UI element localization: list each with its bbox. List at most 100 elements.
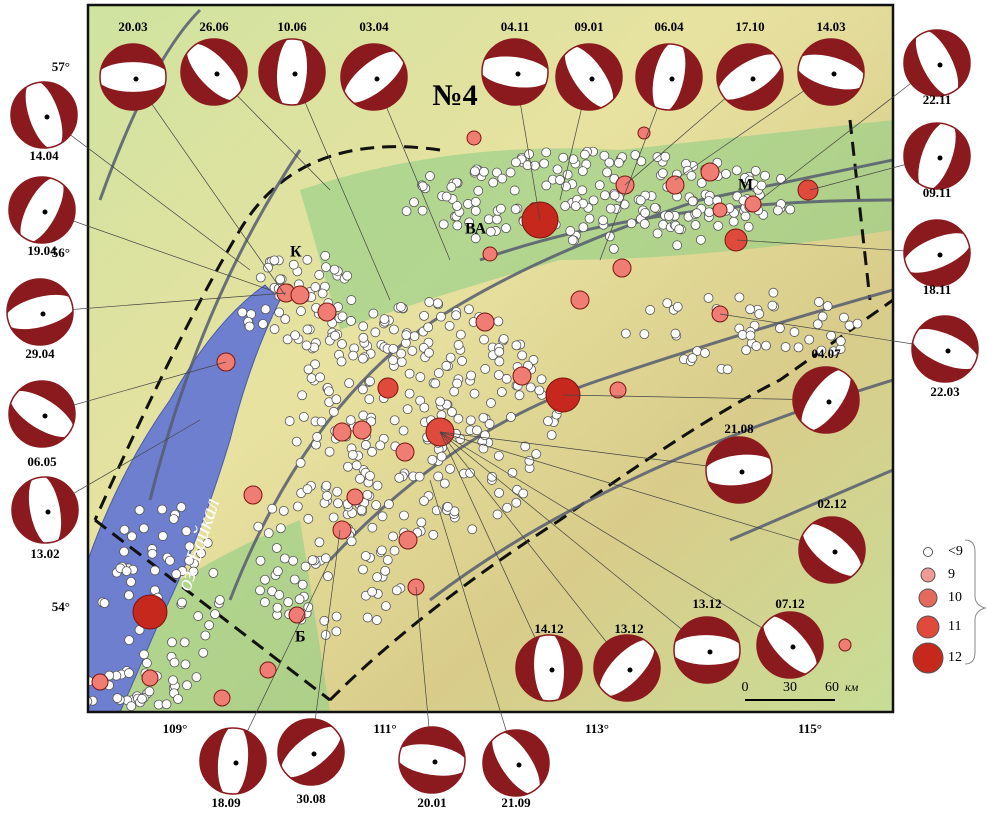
event — [201, 631, 210, 640]
event — [506, 413, 515, 422]
event — [355, 474, 364, 483]
legend-label: 12 — [948, 650, 962, 665]
event — [452, 311, 461, 320]
event — [499, 335, 508, 344]
event — [471, 206, 480, 215]
event — [124, 669, 133, 678]
legend-symbol — [921, 568, 935, 582]
event — [322, 481, 331, 490]
event — [467, 371, 476, 380]
event — [389, 356, 398, 365]
event — [466, 416, 475, 425]
legend-label: 9 — [948, 567, 955, 582]
event — [383, 556, 392, 565]
event — [345, 379, 354, 388]
event — [494, 451, 503, 460]
event — [330, 265, 339, 274]
event — [426, 172, 435, 181]
event — [260, 598, 269, 607]
event-large — [289, 607, 305, 623]
event — [794, 343, 803, 352]
event — [691, 221, 700, 230]
event — [409, 198, 418, 207]
event — [752, 342, 761, 351]
mechanism-date: 21.09 — [501, 795, 531, 810]
event — [256, 273, 265, 282]
event — [853, 319, 862, 328]
event — [776, 174, 785, 183]
map-area — [69, 5, 893, 712]
event-large — [467, 131, 481, 145]
ball-axis — [827, 400, 832, 405]
event — [347, 296, 356, 305]
mechanism-date: 04.07 — [811, 346, 841, 361]
ball-pressure — [97, 62, 170, 92]
event — [256, 586, 265, 595]
mechanism-date: 06.05 — [27, 454, 57, 469]
lon-label: 111° — [373, 721, 396, 736]
event — [436, 397, 445, 406]
event — [442, 192, 451, 201]
event — [329, 513, 338, 522]
event — [595, 181, 604, 190]
event — [823, 302, 832, 311]
event — [289, 260, 298, 269]
event — [836, 337, 845, 346]
event — [425, 298, 434, 307]
event — [357, 506, 366, 515]
legend-brace — [965, 540, 985, 664]
event-large — [396, 443, 414, 461]
event — [120, 547, 129, 556]
event — [741, 212, 750, 221]
focal-mechanism: 06.05 — [3, 381, 80, 469]
event — [480, 335, 489, 344]
event — [148, 549, 157, 558]
event — [496, 204, 505, 213]
event-large — [318, 303, 336, 321]
event — [303, 325, 312, 334]
mechanism-date: 14.04 — [29, 148, 59, 163]
event — [769, 288, 778, 297]
event — [497, 387, 506, 396]
event — [359, 333, 368, 342]
event — [358, 565, 367, 574]
event — [359, 322, 368, 331]
event — [453, 202, 462, 211]
event — [600, 191, 609, 200]
event — [254, 522, 263, 531]
event — [403, 405, 412, 414]
event — [289, 556, 298, 565]
event — [346, 416, 355, 425]
event — [673, 302, 682, 311]
ball-axis — [833, 550, 838, 555]
event — [599, 216, 608, 225]
event — [168, 638, 177, 647]
ball-axis — [134, 77, 139, 82]
event — [705, 208, 714, 217]
event — [768, 301, 777, 310]
event — [535, 386, 544, 395]
event — [450, 387, 459, 396]
event — [284, 598, 293, 607]
event — [714, 221, 723, 230]
event — [125, 636, 134, 645]
event — [378, 512, 387, 521]
event — [180, 638, 189, 647]
event — [579, 223, 588, 232]
event-large — [291, 286, 309, 304]
event-large — [378, 378, 398, 398]
event — [158, 505, 167, 514]
mechanism-date: 17.10 — [735, 19, 764, 34]
event — [566, 226, 575, 235]
event — [502, 374, 511, 383]
ball-axis — [45, 115, 50, 120]
event — [285, 417, 294, 426]
ball-axis — [312, 752, 317, 757]
event — [621, 329, 630, 338]
mechanism-date: 13.02 — [30, 546, 59, 561]
event — [177, 598, 186, 607]
place-label: М — [738, 177, 753, 194]
legend-symbol — [913, 643, 943, 673]
scale-unit: км — [845, 680, 859, 694]
event — [276, 275, 285, 284]
